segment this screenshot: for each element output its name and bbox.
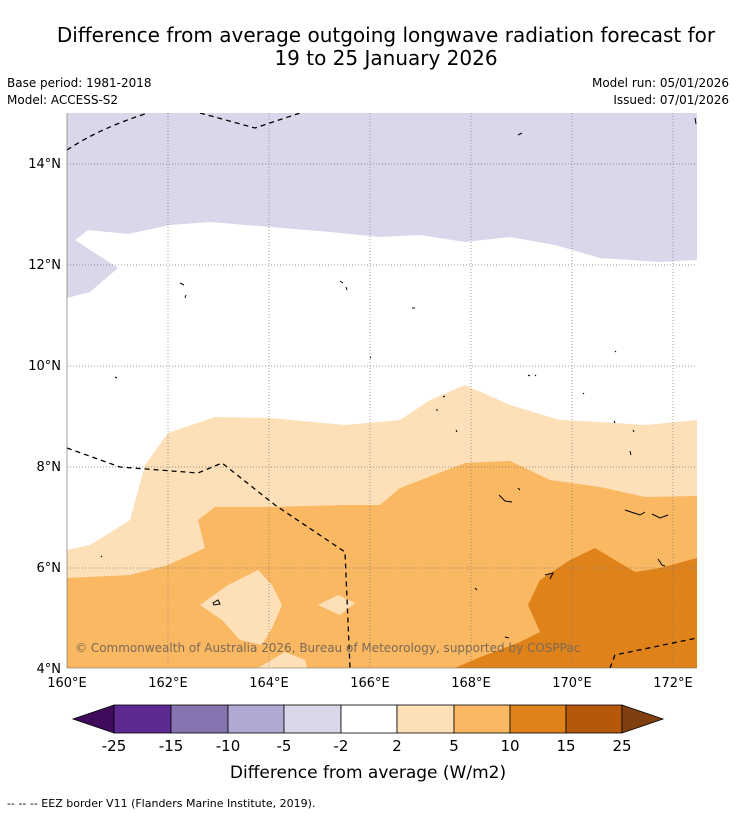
colorbar-swatch xyxy=(340,704,398,734)
lon-label: 168°E xyxy=(451,676,491,691)
colorbar: -25 -15 -10 -5 -2 2 5 10 15 25 Differenc… xyxy=(71,704,665,783)
model-name: Model: ACCESS-S2 xyxy=(7,93,119,107)
colorbar-tick-label: 25 xyxy=(612,737,631,755)
title-line-1: Difference from average outgoing longwav… xyxy=(56,23,716,47)
colorbar-swatch xyxy=(283,704,342,734)
colorbar-swatch xyxy=(170,704,229,734)
colorbar-tick-label: -25 xyxy=(102,737,127,755)
lat-label: 6°N xyxy=(37,561,62,576)
lon-label: 160°E xyxy=(47,676,87,691)
colorbar-tick-label: 2 xyxy=(392,737,402,755)
lat-label: 14°N xyxy=(28,157,61,172)
lon-label: 172°E xyxy=(653,676,693,691)
eez-legend: -- -- -- EEZ border V11 (Flanders Marine… xyxy=(7,797,316,810)
lon-label: 164°E xyxy=(249,676,289,691)
colorbar-tick-label: 5 xyxy=(449,737,459,755)
colorbar-high-arrow xyxy=(621,704,665,734)
colorbar-swatch xyxy=(565,704,623,734)
colorbar-swatch xyxy=(453,704,511,734)
lon-label: 170°E xyxy=(552,676,592,691)
colorbar-swatch xyxy=(396,704,455,734)
colorbar-swatch xyxy=(509,704,567,734)
lon-label: 162°E xyxy=(148,676,188,691)
band-2-5-island xyxy=(318,595,355,615)
lat-label: 4°N xyxy=(37,662,62,677)
band-2-5-island xyxy=(258,652,307,668)
colorbar-swatch xyxy=(113,704,172,734)
lon-label: 166°E xyxy=(350,676,390,691)
eez-border xyxy=(67,113,697,668)
lat-label: 12°N xyxy=(28,258,61,273)
colorbar-title: Difference from average (W/m2) xyxy=(230,763,506,783)
colorbar-tick-label: 10 xyxy=(500,737,519,755)
band-minus5-minus2 xyxy=(67,113,697,298)
band-2-5-island xyxy=(200,570,282,645)
graticule xyxy=(67,113,697,668)
longitude-labels: 160°E 162°E 164°E 166°E 168°E 170°E 172°… xyxy=(47,676,693,691)
latitude-labels: 14°N 12°N 10°N 8°N 6°N 4°N xyxy=(28,157,61,677)
colorbar-swatch xyxy=(227,704,285,734)
colorbar-tick-label: -5 xyxy=(277,737,292,755)
title-line-2: 19 to 25 January 2026 xyxy=(274,46,498,70)
lat-label: 8°N xyxy=(37,460,62,475)
colorbar-tick-label: 15 xyxy=(556,737,575,755)
colorbar-tick-label: -15 xyxy=(159,737,184,755)
map-frame xyxy=(66,113,697,669)
band-10-15 xyxy=(455,548,697,668)
lat-label: 10°N xyxy=(28,359,61,374)
colorbar-ticks: -25 -15 -10 -5 -2 2 5 10 15 25 xyxy=(102,737,632,755)
island-outlines xyxy=(100,117,697,639)
copyright-notice: © Commonwealth of Australia 2026, Bureau… xyxy=(75,641,580,655)
colorbar-tick-label: -2 xyxy=(334,737,349,755)
colorbar-low-arrow xyxy=(71,704,115,734)
map-area: © Commonwealth of Australia 2026, Bureau… xyxy=(67,113,697,668)
colorbar-tick-label: -10 xyxy=(216,737,241,755)
issued-date: Issued: 07/01/2026 xyxy=(613,93,729,107)
model-run: Model run: 05/01/2026 xyxy=(591,76,729,90)
base-period: Base period: 1981-2018 xyxy=(7,76,152,90)
